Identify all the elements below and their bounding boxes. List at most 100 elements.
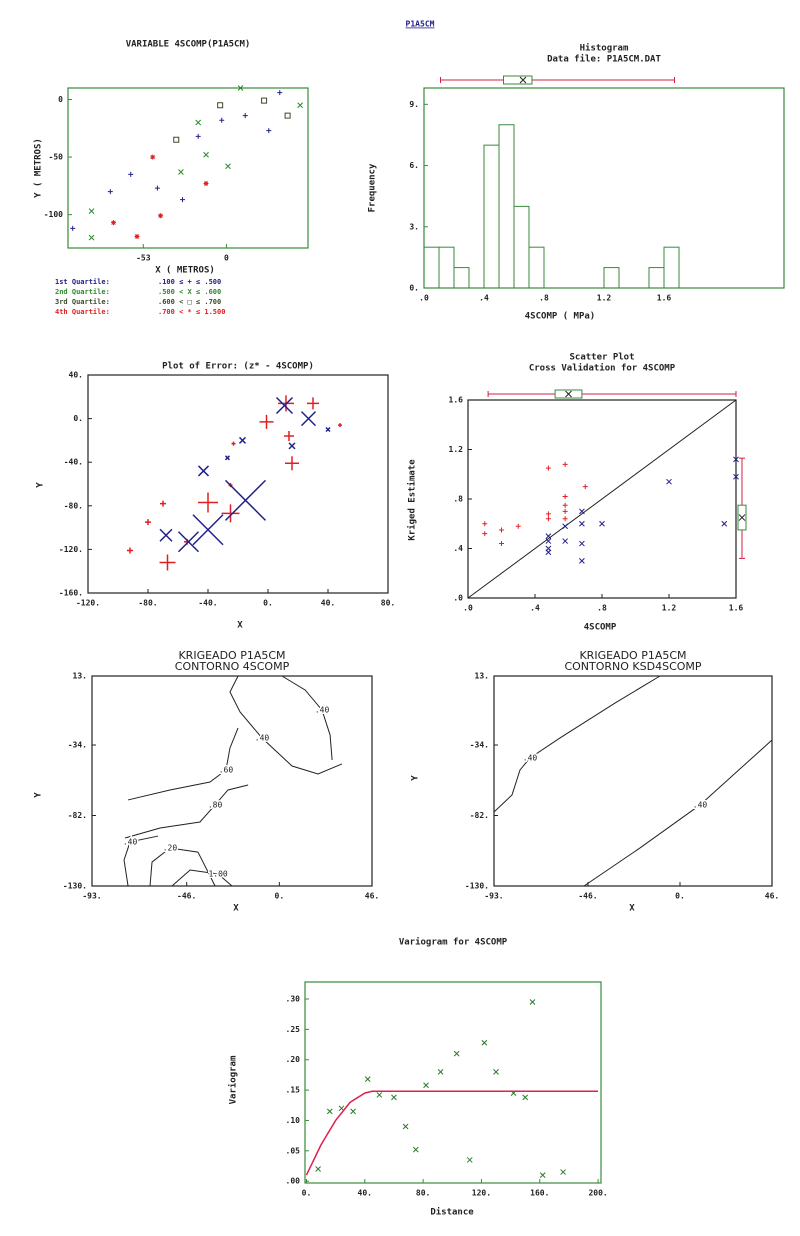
- y-tick-label: -130.: [465, 882, 489, 891]
- box-median: [738, 514, 746, 521]
- page-header: P1A5CM: [406, 20, 435, 29]
- chart-title: Plot of Error: (z* - 4SCOMP): [162, 362, 314, 372]
- y-tick-label: .30: [286, 995, 301, 1004]
- point: [180, 197, 186, 203]
- point: [127, 547, 133, 554]
- bar: [663, 246, 680, 289]
- plot-frame: [67, 87, 309, 249]
- x-axis-label: X ( METROS): [155, 266, 215, 276]
- chart-subtitle: Cross Validation for 4SCOMP: [529, 363, 676, 374]
- point: [499, 527, 504, 533]
- point: [733, 456, 739, 463]
- bar: [438, 246, 455, 289]
- point: [402, 1123, 409, 1130]
- point: [261, 97, 268, 104]
- box-median: [565, 390, 572, 398]
- y-tick-label: .4: [453, 544, 463, 553]
- x-tick-label: 0.: [302, 1189, 312, 1198]
- point: [195, 133, 201, 139]
- x-tick-label: 160.: [530, 1189, 549, 1198]
- y-axis-label: Frequency: [368, 163, 378, 212]
- point: [733, 473, 739, 480]
- point: [285, 456, 299, 471]
- x-axis-label: X: [233, 904, 239, 914]
- point: [579, 558, 585, 564]
- y-tick-label: -34.: [470, 741, 489, 750]
- point: [545, 511, 551, 517]
- point: [364, 1076, 371, 1083]
- y-axis-label: Y: [34, 792, 44, 798]
- point: [88, 208, 95, 215]
- point: [539, 1172, 546, 1178]
- bar: [528, 246, 545, 289]
- y-tick-label: .10: [286, 1116, 301, 1125]
- x-tick-label: 0.: [675, 892, 685, 901]
- contour-label: .20: [163, 843, 178, 852]
- point: [195, 119, 202, 126]
- point: [203, 151, 209, 158]
- x-tick-label: 40.: [321, 599, 335, 608]
- point: [217, 102, 224, 109]
- point: [197, 465, 210, 477]
- y-tick-label: .8: [453, 495, 463, 504]
- y-axis-label: Y: [36, 482, 46, 488]
- point: [666, 478, 672, 485]
- point: [562, 508, 568, 514]
- contour-label: .40: [123, 837, 138, 846]
- x-tick-label: 1.2: [662, 604, 677, 613]
- x-tick-label: 80.: [381, 599, 395, 608]
- y-tick-label: 0.: [409, 284, 419, 293]
- contour-line: [583, 739, 773, 887]
- chart-title: VARIABLE 4SCOMP(P1A5CM): [126, 40, 251, 50]
- point: [159, 554, 176, 571]
- plot-frame: [423, 87, 785, 289]
- legend-range: .500 < X ≤ .600: [158, 288, 221, 296]
- x-axis-label: X: [629, 904, 635, 914]
- x-tick-label: 0.: [263, 599, 273, 608]
- point: [599, 520, 605, 527]
- bar: [423, 246, 440, 289]
- y-tick-label: -50: [49, 153, 64, 162]
- point: [307, 397, 319, 410]
- point: [275, 396, 294, 415]
- y-tick-label: 40.: [69, 371, 83, 380]
- x-tick-label: -46.: [578, 892, 597, 901]
- contour-label: .40: [315, 706, 330, 715]
- point: [326, 1108, 333, 1115]
- x-tick-label: 200.: [588, 1189, 607, 1198]
- point: [177, 531, 200, 553]
- point: [482, 521, 488, 527]
- point: [242, 113, 248, 119]
- point: [545, 549, 552, 556]
- x-tick-label: .8: [597, 604, 607, 613]
- point: [259, 414, 274, 429]
- point: [562, 538, 569, 544]
- plot-frame: [91, 675, 373, 887]
- point: [499, 541, 504, 547]
- point: [173, 136, 180, 143]
- legend-label: 2nd Quartile:: [55, 288, 110, 296]
- point: [110, 220, 116, 226]
- point: [88, 234, 95, 241]
- point: [338, 423, 342, 428]
- point: [437, 1069, 444, 1075]
- point: [238, 436, 247, 444]
- y-tick-label: -120.: [59, 545, 83, 554]
- point: [70, 225, 76, 231]
- x-tick-label: -46.: [177, 892, 196, 901]
- x-tick-label: -93.: [82, 892, 101, 901]
- x-axis-label: X: [237, 621, 243, 631]
- point: [266, 128, 272, 134]
- chart-title: KRIGEADO P1A5CM: [178, 649, 285, 662]
- model-line: [305, 1090, 599, 1176]
- x-tick-label: -40.: [198, 599, 217, 608]
- x-tick-label: -120.: [76, 599, 100, 608]
- y-tick-label: 3.: [409, 222, 419, 231]
- contour-label: .80: [208, 800, 223, 809]
- point: [453, 1050, 460, 1057]
- chart-title: Scatter Plot: [569, 353, 634, 363]
- point: [562, 461, 568, 467]
- contour-line: [171, 869, 233, 887]
- legend-label: 4th Quartile:: [55, 308, 110, 316]
